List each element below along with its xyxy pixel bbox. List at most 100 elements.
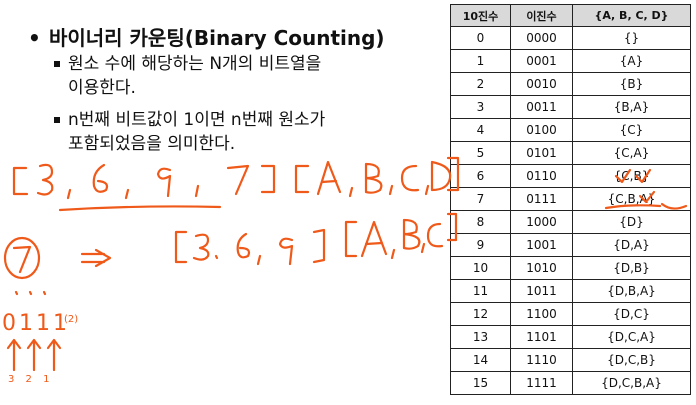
ink-bracket-left-4	[344, 220, 358, 258]
cell-decimal: 1	[450, 49, 511, 73]
cell-binary: 0101	[510, 141, 573, 165]
table-row: 2 0010 {B}	[450, 72, 691, 96]
square-bullet-icon	[54, 61, 60, 67]
ink-comma-7	[256, 254, 262, 266]
ink-digit-6	[92, 163, 109, 193]
ink-bracket-left-3	[174, 230, 188, 264]
ink-comma-5	[388, 184, 394, 196]
table-row: 14 1110 {D,C,B}	[450, 348, 691, 372]
cell-subset: {D,C,A}	[572, 325, 691, 349]
table-row: 6 0110 {C,B}	[450, 164, 691, 188]
cell-decimal: 0	[450, 26, 511, 50]
ink-digit-3b	[192, 233, 210, 261]
cell-binary: 1011	[510, 279, 573, 303]
cell-binary: 0010	[510, 72, 573, 96]
cell-binary: 0111	[510, 187, 573, 211]
ink-digit-9b	[278, 237, 294, 266]
cell-decimal: 14	[450, 348, 511, 372]
ink-comma-8	[390, 248, 396, 260]
header-binary: 이진수	[510, 4, 573, 27]
heading-text: 바이너리 카운팅(Binary Counting)	[48, 26, 385, 50]
cell-binary: 0001	[510, 49, 573, 73]
cell-decimal: 7	[450, 187, 511, 211]
ink-bit-positions: 3 2 1	[8, 374, 49, 385]
cell-decimal: 11	[450, 279, 511, 303]
ink-bracket-right-1	[260, 164, 276, 194]
ink-comma-6	[424, 184, 430, 196]
ink-circle	[3, 236, 41, 280]
ink-comma-2	[124, 188, 130, 200]
cell-subset: {C}	[572, 118, 691, 142]
ink-circled-7	[12, 245, 32, 274]
cell-subset: {}	[572, 26, 691, 50]
cell-decimal: 2	[450, 72, 511, 96]
ink-tick-1	[14, 290, 47, 296]
ink-underline	[58, 205, 222, 212]
cell-subset: {B}	[572, 72, 691, 96]
cell-subset: {D,B,A}	[572, 279, 691, 303]
cell-binary: 0100	[510, 118, 573, 142]
ink-bits: 0111	[2, 311, 70, 336]
square-bullet-icon	[54, 117, 60, 123]
ink-comma-4	[348, 186, 354, 198]
cell-decimal: 12	[450, 302, 511, 326]
cell-subset: {D,C,B}	[572, 348, 691, 372]
table-row: 11 1011 {D,B,A}	[450, 279, 691, 303]
point-1-cont: 이용한다.	[68, 76, 136, 100]
point-1: 원소 수에 해당하는 N개의 비트열을	[54, 52, 322, 76]
cell-subset: {C,B}	[572, 164, 691, 188]
table-row: 12 1100 {D,C}	[450, 302, 691, 326]
table-row: 9 1001 {D,A}	[450, 233, 691, 257]
ink-dot	[214, 254, 219, 260]
cell-binary: 0011	[510, 95, 573, 119]
cell-subset: {A}	[572, 49, 691, 73]
cell-binary: 1000	[510, 210, 573, 234]
ink-letter-C	[400, 164, 420, 192]
cell-binary: 1100	[510, 302, 573, 326]
ink-bracket-left-1	[12, 166, 29, 196]
point-1-line-1: 원소 수에 해당하는 N개의 비트열을	[68, 54, 322, 74]
ink-comma-9	[420, 242, 426, 254]
cell-subset: {D,A}	[572, 233, 691, 257]
cell-decimal: 3	[450, 95, 511, 119]
ink-bracket-right-3	[312, 228, 326, 264]
ink-bits-note: (2)	[64, 314, 78, 325]
cell-binary: 1001	[510, 233, 573, 257]
header-subset: {A, B, C, D}	[572, 4, 691, 27]
ink-arrow	[80, 248, 112, 268]
cell-decimal: 5	[450, 141, 511, 165]
table-row: 10 1010 {D,B}	[450, 256, 691, 280]
cell-binary: 1010	[510, 256, 573, 280]
table-row: 13 1101 {D,C,A}	[450, 325, 691, 349]
table-row: 8 1000 {D}	[450, 210, 691, 234]
ink-up-arrow-3	[46, 338, 62, 372]
ink-digit-6b	[236, 232, 251, 259]
subset-table-container: 10진수 이진수 {A, B, C, D} 0 0000{} 1 0001 {A} 2 00…	[450, 4, 691, 401]
cell-decimal: 8	[450, 210, 511, 234]
slide-heading: • 바이너리 카운팅(Binary Counting)	[28, 22, 385, 51]
ink-digit-3	[36, 163, 54, 196]
point-2-line-1: n번째 비트값이 1이면 n번째 원소가	[68, 110, 326, 130]
ink-up-arrow-2	[26, 338, 42, 372]
cell-subset: {D,B}	[572, 256, 691, 280]
table-row: 1 0001 {A}	[450, 49, 691, 73]
cell-decimal: 9	[450, 233, 511, 257]
table-header-row: 10진수 이진수 {A, B, C, D}	[450, 4, 691, 27]
cell-binary: 1111	[510, 371, 573, 395]
cell-subset: {B,A}	[572, 95, 691, 119]
cell-binary: 1110	[510, 348, 573, 372]
ink-comma-1	[66, 188, 72, 200]
ink-letter-B	[364, 162, 383, 194]
ink-digit-9	[156, 167, 172, 198]
cell-decimal: 6	[450, 164, 511, 188]
table-body: 0 0000{} 1 0001 {A} 2 0010 {B} 3 0011 {B,A} 4 0100 {C…	[450, 26, 691, 395]
table-row: 7 0111 {C,B,A}	[450, 187, 691, 211]
header-decimal: 10진수	[450, 4, 511, 27]
cell-subset: {C,B,A}	[572, 187, 691, 211]
point-2-line-2: 포함되었음을 의미한다.	[68, 134, 236, 154]
cell-decimal: 15	[450, 371, 511, 395]
cell-subset: {D}	[572, 210, 691, 234]
table-row: 15 1111 {D,C,B,A}	[450, 371, 691, 395]
ink-bracket-left-2	[294, 164, 310, 194]
